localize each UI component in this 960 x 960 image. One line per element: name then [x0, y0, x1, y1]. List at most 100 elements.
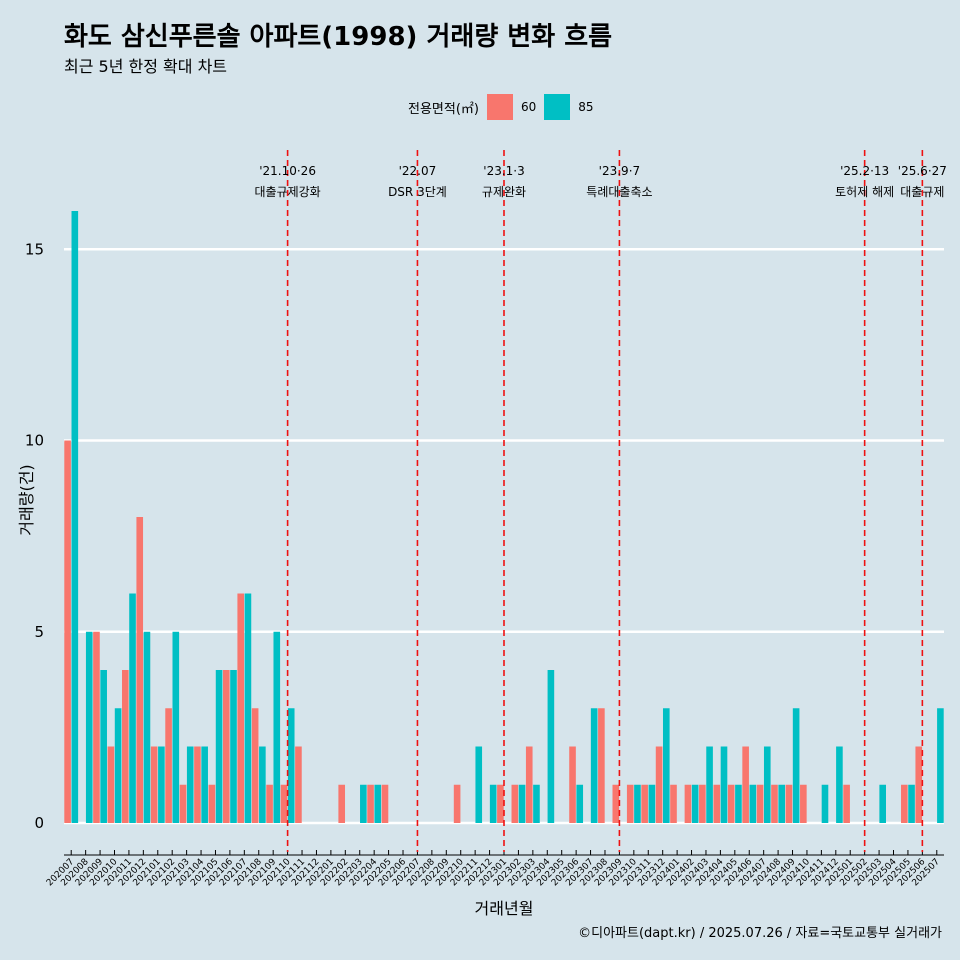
bar-85-202010: [114, 708, 122, 823]
bar-85-202212: [489, 784, 497, 823]
bar-85-202403: [706, 746, 713, 823]
bar-60-202405: [727, 784, 735, 823]
bar-85-202102: [172, 631, 180, 823]
bar-60-202406: [742, 746, 749, 823]
event-label: 특례대출축소: [586, 185, 652, 199]
event-date-label: '23.9·7: [599, 164, 640, 178]
bar-60-202309: [612, 784, 620, 823]
event-date-label: '23.1·3: [483, 164, 524, 178]
y-tick-label: 10: [25, 432, 44, 450]
bar-85-202104: [201, 746, 208, 823]
bar-60-202306: [569, 746, 576, 823]
bar-85-202106: [230, 670, 237, 823]
bar-85-202105: [215, 670, 223, 823]
bar-60-202407: [756, 784, 764, 823]
bar-85-202203: [360, 784, 367, 823]
bar-60-202009: [93, 631, 100, 823]
bar-60-202210: [453, 784, 461, 823]
y-tick-label: 5: [34, 623, 44, 641]
bar-60-202311: [641, 784, 648, 823]
bar-85-202109: [273, 631, 281, 823]
event-label: 대출규제강화: [254, 185, 320, 199]
bar-85-202407: [763, 746, 771, 823]
bar-60-202202: [338, 784, 346, 823]
bar-60-202104: [194, 746, 201, 823]
bar-85-202409: [792, 708, 800, 823]
legend-swatch-85: [544, 94, 571, 120]
x-axis-title: 거래년월: [475, 899, 534, 918]
bar-85-202406: [749, 784, 757, 823]
bar-60-202410: [800, 784, 807, 823]
bar-60-202409: [785, 784, 793, 823]
bar-85-202011: [129, 593, 136, 823]
bar-60-202408: [771, 784, 778, 823]
bar-60-202109: [266, 784, 273, 823]
bar-60-202106: [222, 670, 230, 823]
bar-85-202110: [287, 708, 295, 823]
bar-85-202404: [720, 746, 728, 823]
bar-60-202401: [670, 784, 677, 823]
bar-60-202103: [179, 784, 187, 823]
bar-85-202012: [143, 631, 151, 823]
bar-85-202101: [158, 746, 165, 823]
bar-85-202008: [85, 631, 93, 823]
event-label: 토허제 해제: [835, 185, 894, 199]
bar-60-202403: [699, 784, 706, 823]
bar-60-202102: [165, 708, 172, 823]
bar-85-202405: [735, 784, 742, 823]
bar-60-202506: [915, 746, 923, 823]
bar-85-202304: [547, 670, 555, 823]
chart-title: 화도 삼신푸른솔 아파트(1998) 거래량 변화 흐름: [64, 22, 613, 52]
bar-85-202302: [518, 784, 526, 823]
bar-85-202505: [908, 784, 915, 823]
bar-85-202411: [821, 784, 829, 823]
bar-85-202306: [576, 784, 584, 823]
chart-subtitle: 최근 5년 한정 확대 차트: [64, 57, 228, 76]
bar-85-202311: [648, 784, 656, 823]
event-date-label: '22.07: [399, 164, 437, 178]
event-label: DSR 3단계: [388, 185, 447, 199]
bar-85-202103: [186, 746, 194, 823]
bar-60-202303: [525, 746, 533, 823]
bar-60-202204: [367, 784, 374, 823]
bar-85-202507: [937, 708, 944, 823]
legend-swatch-60: [486, 94, 513, 120]
y-axis-title: 거래량(건): [17, 464, 36, 535]
bar-60-202402: [684, 784, 692, 823]
bar-85-202312: [662, 708, 670, 823]
bar-60-202101: [150, 746, 158, 823]
bar-60-202302: [511, 784, 519, 823]
bar-60-202010: [107, 746, 115, 823]
event-date-label: '21.10·26: [259, 164, 316, 178]
bar-85-202108: [259, 746, 266, 823]
bar-85-202408: [778, 784, 786, 823]
bar-85-202307: [590, 708, 598, 823]
legend-label-85: 85: [578, 100, 594, 114]
bar-85-202007: [71, 211, 79, 823]
event-date-label: '25.2·13: [840, 164, 889, 178]
y-tick-label: 15: [25, 240, 44, 258]
bar-85-202303: [533, 784, 540, 823]
bar-85-202503: [879, 784, 886, 823]
bar-60-202310: [626, 784, 634, 823]
bar-60-202312: [655, 746, 663, 823]
event-label: 대출규제: [900, 185, 944, 199]
bar-60-202012: [136, 517, 144, 823]
y-tick-label: 0: [34, 814, 44, 832]
bar-85-202009: [100, 670, 107, 823]
bar-60-202205: [381, 784, 389, 823]
bar-60-202111: [295, 746, 302, 823]
bar-60-202501: [843, 784, 850, 823]
bar-60-202301: [497, 784, 504, 823]
legend: 전용면적(㎡) 60 85: [408, 93, 602, 121]
bar-60-202007: [64, 440, 71, 823]
bar-60-202110: [280, 784, 288, 823]
legend-label-60: 60: [520, 100, 537, 114]
bar-85-202204: [374, 784, 382, 823]
bar-85-202310: [634, 784, 641, 823]
bar-85-202107: [244, 593, 252, 823]
bar-60-202404: [713, 784, 721, 823]
bar-85-202412: [836, 746, 843, 823]
bar-85-202402: [691, 784, 699, 823]
